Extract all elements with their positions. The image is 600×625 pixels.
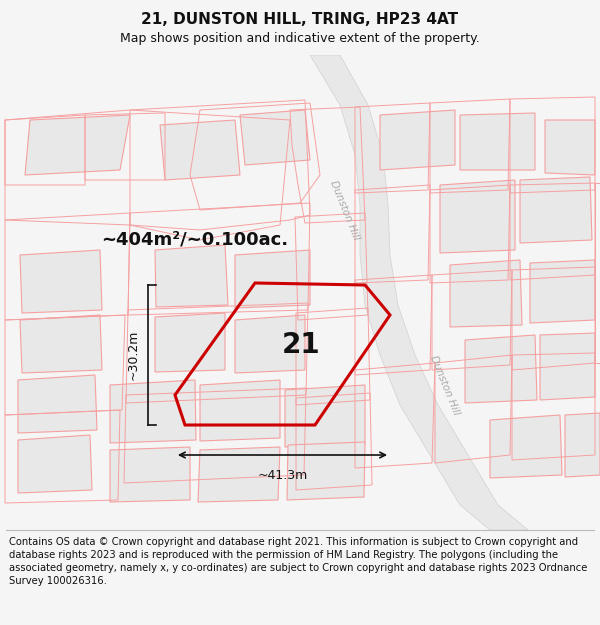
Polygon shape (520, 177, 592, 243)
Polygon shape (18, 435, 92, 493)
Polygon shape (25, 115, 130, 175)
Polygon shape (380, 110, 455, 170)
Polygon shape (20, 250, 102, 313)
Text: Map shows position and indicative extent of the property.: Map shows position and indicative extent… (120, 32, 480, 45)
Polygon shape (460, 113, 535, 170)
Polygon shape (310, 55, 528, 530)
Polygon shape (545, 120, 595, 175)
Polygon shape (530, 260, 595, 323)
Polygon shape (155, 245, 228, 307)
Text: ~30.2m: ~30.2m (127, 330, 140, 380)
Text: Dunston Hill: Dunston Hill (328, 179, 362, 241)
Polygon shape (200, 380, 280, 441)
Text: Contains OS data © Crown copyright and database right 2021. This information is : Contains OS data © Crown copyright and d… (9, 537, 587, 586)
Text: ~404m²/~0.100ac.: ~404m²/~0.100ac. (101, 231, 289, 249)
Polygon shape (565, 413, 600, 477)
Polygon shape (540, 333, 595, 400)
Polygon shape (465, 335, 537, 403)
Polygon shape (240, 110, 310, 165)
Text: 21, DUNSTON HILL, TRING, HP23 4AT: 21, DUNSTON HILL, TRING, HP23 4AT (142, 12, 458, 27)
Polygon shape (18, 375, 97, 433)
Polygon shape (110, 447, 190, 502)
Polygon shape (110, 380, 196, 443)
Polygon shape (440, 180, 515, 253)
Text: ~41.3m: ~41.3m (257, 469, 308, 482)
Polygon shape (160, 120, 240, 180)
Text: Dunston Hill: Dunston Hill (428, 354, 461, 416)
Polygon shape (198, 447, 280, 502)
Polygon shape (155, 313, 225, 372)
Polygon shape (287, 442, 365, 500)
Polygon shape (235, 250, 310, 308)
Polygon shape (285, 385, 365, 447)
Polygon shape (490, 415, 562, 478)
Polygon shape (235, 315, 305, 373)
Polygon shape (20, 315, 102, 373)
Text: 21: 21 (281, 331, 320, 359)
Polygon shape (450, 260, 522, 327)
